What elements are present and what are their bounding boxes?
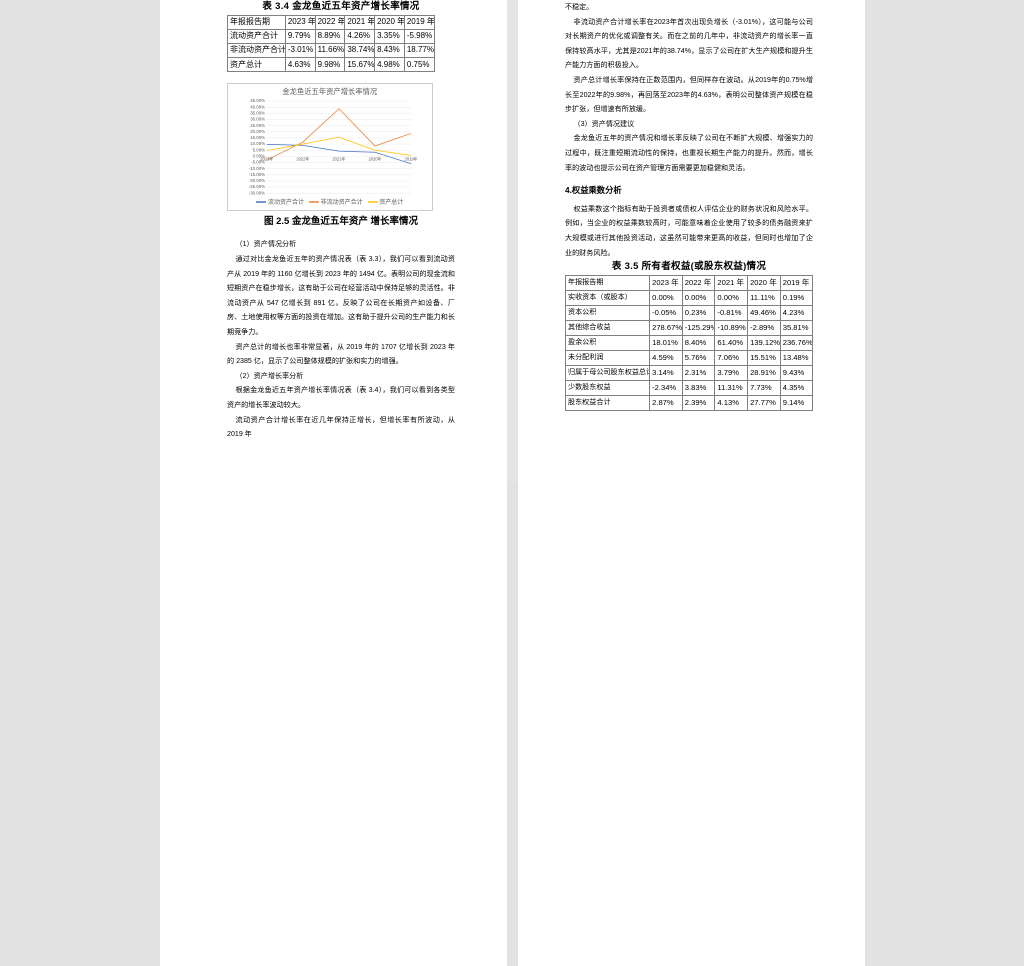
svg-text:-15.00%: -15.00% [249, 172, 265, 177]
svg-text:-25.00%: -25.00% [249, 185, 265, 190]
svg-text:30.00%: 30.00% [251, 117, 266, 122]
svg-text:2023年: 2023年 [261, 156, 274, 162]
svg-text:2019年: 2019年 [405, 156, 418, 162]
svg-text:-20.00%: -20.00% [249, 178, 265, 183]
svg-text:45.00%: 45.00% [251, 99, 266, 104]
svg-text:15.00%: 15.00% [251, 135, 266, 140]
svg-text:2021年: 2021年 [333, 156, 346, 162]
svg-text:20.00%: 20.00% [251, 129, 266, 134]
svg-text:-10.00%: -10.00% [249, 166, 265, 171]
svg-text:2022年: 2022年 [297, 156, 310, 162]
svg-text:2020年: 2020年 [369, 156, 382, 162]
svg-text:-30.00%: -30.00% [249, 191, 265, 196]
svg-text:40.00%: 40.00% [251, 105, 266, 110]
svg-text:25.00%: 25.00% [251, 123, 266, 128]
svg-text:5.00%: 5.00% [253, 148, 265, 153]
svg-text:10.00%: 10.00% [251, 142, 266, 147]
svg-text:35.00%: 35.00% [251, 111, 266, 116]
